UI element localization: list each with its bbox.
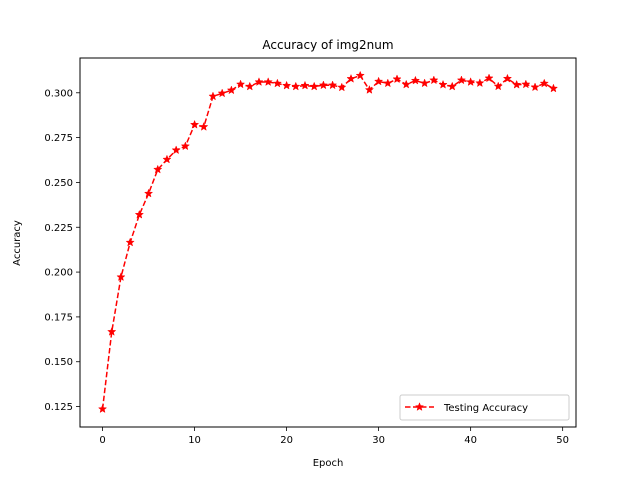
data-point-marker — [134, 209, 145, 219]
data-point-marker — [107, 326, 117, 336]
legend: Testing Accuracy — [399, 394, 570, 421]
data-point-marker — [162, 154, 172, 164]
data-point-marker — [217, 88, 227, 98]
data-point-marker — [272, 78, 283, 88]
data-point-marker — [346, 73, 356, 83]
x-axis-label: Epoch — [313, 458, 344, 469]
data-point-marker — [401, 79, 411, 89]
y-tick-label: 0.275 — [44, 133, 73, 144]
data-point-marker — [309, 81, 319, 91]
y-tick-label: 0.225 — [44, 223, 73, 234]
data-point-marker — [226, 85, 237, 95]
data-point-marker — [318, 80, 329, 90]
legend-label: Testing Accuracy — [443, 403, 528, 414]
data-point-marker — [337, 82, 347, 92]
y-tick-label: 0.200 — [44, 268, 73, 279]
data-point-marker — [364, 85, 375, 94]
x-tick-label: 10 — [188, 435, 201, 446]
data-point-marker — [539, 78, 549, 88]
y-tick-label: 0.300 — [44, 88, 73, 99]
data-point-marker — [327, 80, 338, 90]
data-point-marker — [410, 75, 421, 85]
data-point-marker — [245, 81, 255, 91]
data-point-marker — [235, 79, 246, 89]
data-point-marker — [521, 79, 531, 89]
y-tick-label: 0.150 — [44, 357, 73, 368]
data-point-marker — [438, 79, 448, 89]
data-point-marker — [493, 81, 503, 91]
chart-title: Accuracy of img2num — [262, 38, 393, 52]
data-point-marker — [530, 82, 540, 92]
data-point-marker — [373, 76, 384, 86]
data-point-marker — [429, 75, 439, 85]
legend-star-marker — [414, 402, 425, 411]
data-point-marker — [171, 145, 181, 155]
data-point-marker — [97, 404, 108, 414]
data-point-marker — [143, 188, 154, 198]
y-tick-label: 0.125 — [44, 402, 73, 413]
data-point-marker — [291, 81, 301, 91]
data-point-marker — [419, 78, 430, 88]
data-point-marker — [511, 79, 522, 89]
data-point-marker — [300, 80, 310, 90]
data-point-marker — [116, 272, 126, 282]
data-point-marker — [465, 77, 476, 86]
y-axis-label: Accuracy — [12, 220, 23, 266]
data-point-marker — [263, 77, 273, 86]
data-point-marker — [199, 121, 209, 131]
axes-frame — [79, 57, 577, 428]
x-tick-label: 50 — [556, 435, 569, 446]
data-point-marker — [180, 141, 191, 151]
legend-frame — [399, 394, 570, 421]
data-point-marker — [392, 74, 402, 84]
data-point-marker — [475, 78, 485, 88]
data-point-marker — [153, 164, 163, 174]
data-point-marker — [383, 78, 393, 88]
y-tick-label: 0.250 — [44, 178, 73, 189]
data-point-marker — [456, 75, 467, 85]
data-point-marker — [125, 237, 135, 247]
data-point-marker — [548, 83, 559, 93]
data-point-marker — [484, 73, 494, 83]
plot-area: 0 10 20 30 40 50 0.125 0.150 0.175 0.200 0.225 0.25… — [44, 57, 577, 446]
data-point-marker — [502, 73, 513, 83]
x-tick-label: 20 — [280, 435, 293, 446]
x-tick-label: 30 — [372, 435, 385, 446]
data-point-marker — [254, 77, 264, 86]
x-tick-label: 0 — [99, 435, 105, 446]
data-point-marker — [355, 70, 365, 80]
data-point-marker — [447, 81, 457, 91]
data-point-marker — [189, 119, 200, 129]
data-point-marker — [281, 80, 292, 90]
x-tick-label: 40 — [464, 435, 477, 446]
y-tick-label: 0.175 — [44, 312, 73, 323]
data-point-marker — [208, 91, 218, 101]
